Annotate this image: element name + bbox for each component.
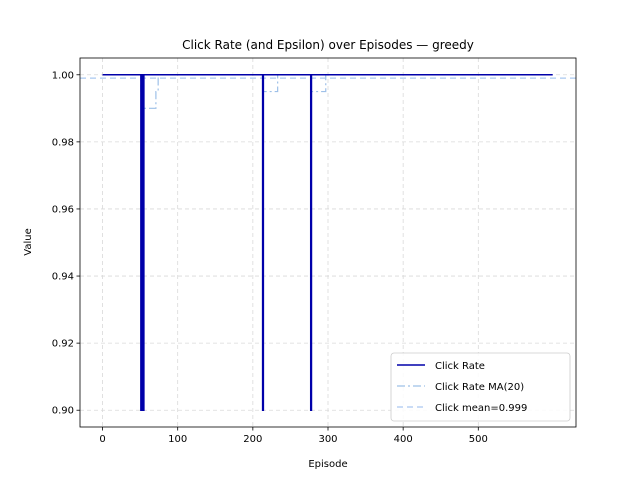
x-tick-label: 0 (99, 434, 105, 445)
x-axis: 0 100 200 300 400 500 (99, 427, 488, 445)
plot-area (80, 74, 576, 411)
y-tick-label: 0.94 (52, 272, 74, 283)
y-tick-label: 0.96 (52, 204, 74, 215)
series-line-0 (102, 74, 553, 411)
x-tick-label: 200 (243, 434, 262, 445)
x-tick-label: 300 (318, 434, 337, 445)
legend: Click Rate Click Rate MA(20) Click mean=0.… (390, 352, 571, 422)
x-axis-title: Episode (308, 459, 347, 470)
y-tick-label: 0.98 (52, 137, 74, 148)
x-tick-label: 500 (469, 434, 488, 445)
legend-box (390, 352, 571, 422)
legend-label-1: Click Rate MA(20) (435, 382, 524, 393)
x-tick-label: 400 (394, 434, 413, 445)
legend-label-0: Click Rate (435, 361, 485, 372)
legend-label-2: Click mean=0.999 (435, 403, 527, 414)
y-tick-label: 0.90 (52, 406, 74, 417)
chart-title: Click Rate (and Epsilon) over Episodes —… (182, 38, 474, 52)
x-tick-label: 100 (168, 434, 187, 445)
y-tick-label: 0.92 (52, 339, 74, 350)
y-axis-title: Value (23, 228, 34, 255)
y-axis: 0.90 0.92 0.94 0.96 0.98 1.00 (52, 70, 80, 417)
y-tick-label: 1.00 (52, 70, 74, 81)
